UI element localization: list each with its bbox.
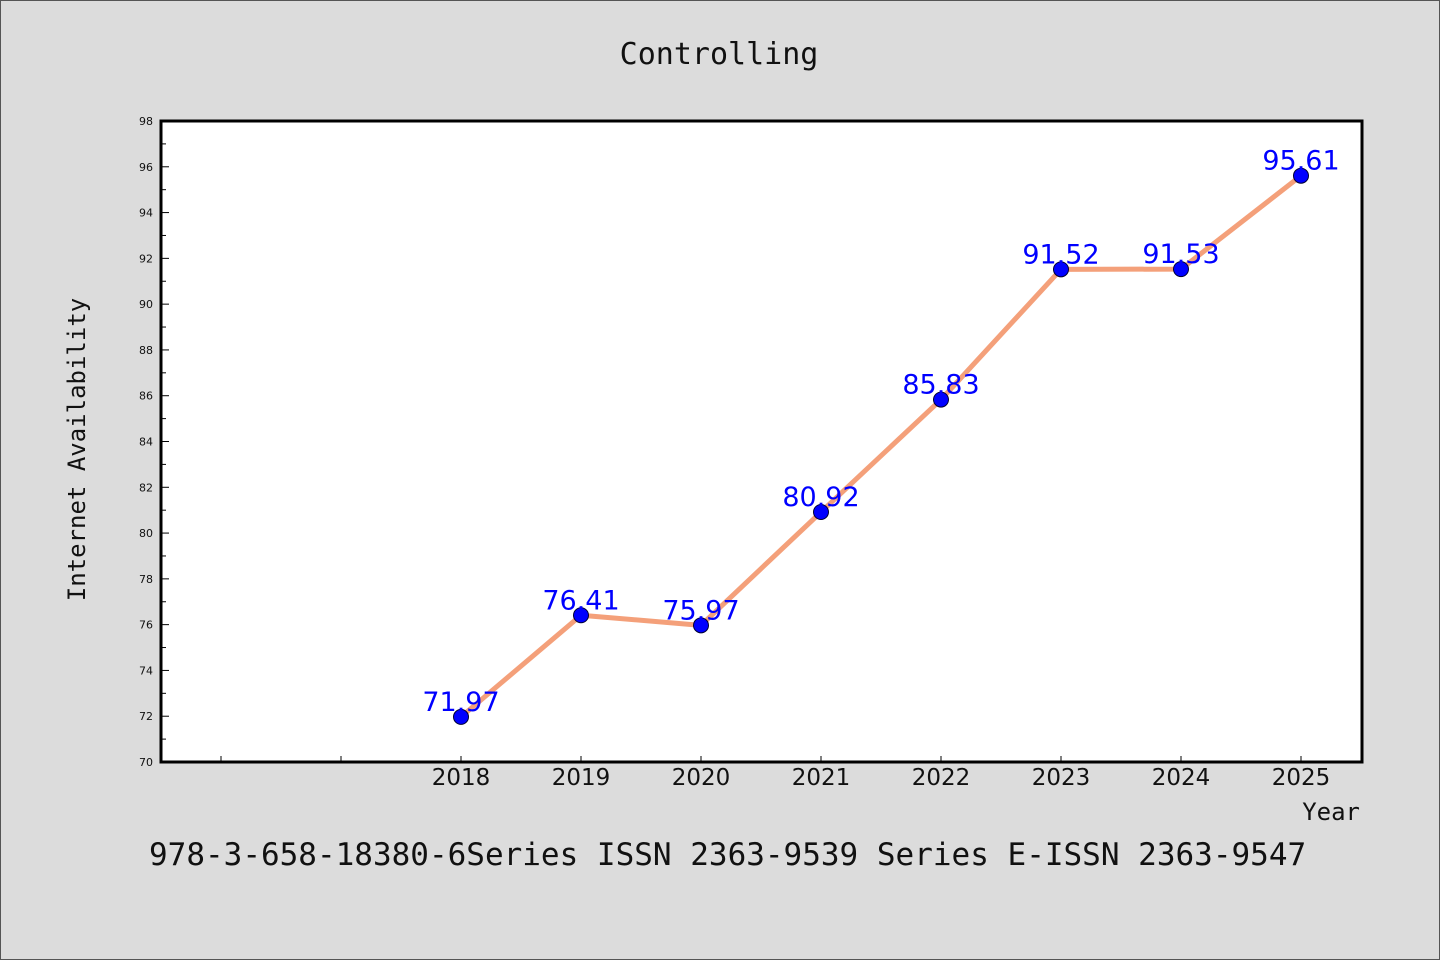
data-point — [573, 607, 589, 624]
y-tick-label: 90 — [139, 298, 153, 311]
y-tick-label: 78 — [139, 573, 153, 586]
y-tick-label: 84 — [139, 436, 153, 449]
y-tick-label: 88 — [139, 344, 153, 357]
x-tick-label: 2024 — [1152, 765, 1211, 791]
x-tick-label: 2020 — [672, 765, 731, 791]
data-label: 95.61 — [1262, 146, 1339, 177]
y-axis-tick-labels: 70 72 74 76 78 80 82 84 86 88 90 92 94 96 98 — [139, 115, 153, 769]
x-axis-tick-labels: 2018 2019 2020 2021 2022 2023 2024 2025 — [432, 765, 1331, 791]
y-axis-label: Internet Availability — [63, 298, 91, 601]
x-tick-label: 2018 — [432, 765, 491, 791]
data-labels: 71.97 76.41 75.97 80.92 85.83 91.52 91.53 95.61 — [422, 146, 1339, 718]
chart-title: Controlling — [620, 37, 819, 72]
plot-area — [161, 121, 1362, 762]
y-tick-label: 94 — [139, 207, 153, 220]
data-label: 91.52 — [1022, 239, 1099, 270]
x-tick-label: 2025 — [1272, 765, 1331, 791]
y-tick-label: 76 — [139, 619, 153, 632]
y-tick-label: 70 — [139, 756, 153, 769]
y-tick-label: 98 — [139, 115, 153, 128]
x-tick-label: 2021 — [792, 765, 851, 791]
y-tick-label: 92 — [139, 252, 153, 265]
data-label: 85.83 — [902, 370, 979, 401]
y-tick-label: 74 — [139, 664, 153, 677]
series-layer — [453, 167, 1309, 725]
y-tick-label: 86 — [139, 390, 153, 403]
data-label: 71.97 — [422, 687, 499, 718]
data-point — [813, 504, 829, 521]
data-point — [1293, 167, 1309, 184]
y-tick-label: 80 — [139, 527, 153, 540]
data-point — [693, 617, 709, 634]
series-line — [458, 173, 1304, 720]
x-axis-label: Year — [1302, 798, 1360, 826]
data-point — [453, 708, 469, 725]
data-label: 76.41 — [542, 585, 619, 616]
y-tick-label: 72 — [139, 710, 153, 723]
data-point — [933, 391, 949, 408]
x-tick-label: 2023 — [1032, 765, 1091, 791]
data-label: 80.92 — [782, 482, 859, 513]
x-tick-label: 2019 — [552, 765, 611, 791]
data-label: 91.53 — [1142, 239, 1219, 270]
data-label: 75.97 — [662, 595, 739, 626]
data-point — [1173, 261, 1189, 278]
footer-isbn-text: 978-3-658-18380-6Series ISSN 2363-9539 S… — [149, 837, 1306, 873]
y-tick-label: 96 — [139, 161, 153, 174]
plot-frame — [159, 119, 1364, 764]
y-tick-label: 82 — [139, 481, 153, 494]
x-tick-label: 2022 — [912, 765, 971, 791]
data-point — [1053, 261, 1069, 278]
